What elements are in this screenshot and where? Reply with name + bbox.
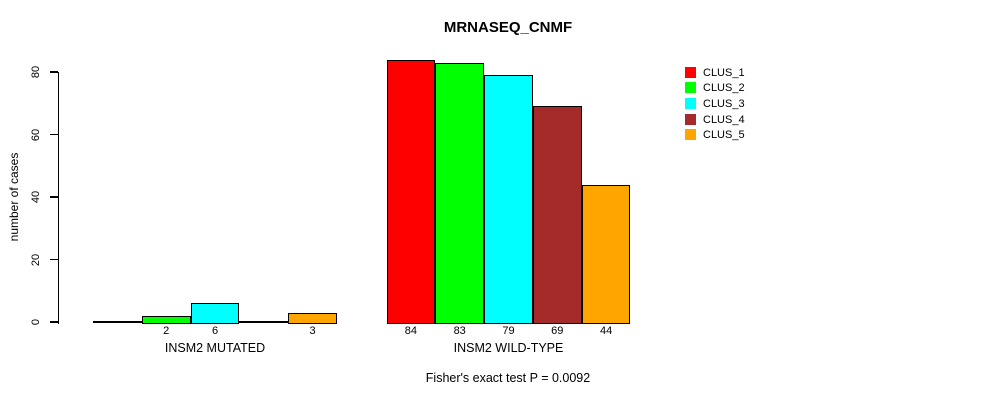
bar-value-label: 83 xyxy=(453,324,466,337)
legend-swatch-clus_2 xyxy=(685,82,696,94)
legend-label-clus_1: CLUS_1 xyxy=(703,66,745,79)
legend-label-clus_4: CLUS_4 xyxy=(703,113,745,126)
bar-value-label: 44 xyxy=(599,324,613,337)
y-axis-tick xyxy=(50,196,58,198)
bar-clus_1-group2 xyxy=(386,59,436,324)
fisher-test-annotation: Fisher's exact test P = 0.0092 xyxy=(425,371,591,385)
bar-clus_3-group2 xyxy=(484,75,533,324)
legend-label-clus_2: CLUS_2 xyxy=(703,82,745,95)
y-axis-tick-label: 20 xyxy=(30,253,42,266)
y-axis-title: number of cases xyxy=(7,152,21,242)
legend-label-clus_5: CLUS_5 xyxy=(703,129,745,142)
bar-clus_2-group2 xyxy=(435,62,485,324)
x-category-label: INSM2 MUTATED xyxy=(164,341,266,355)
bar-clus_3-group1 xyxy=(190,303,240,324)
bar-value-label: 2 xyxy=(163,324,170,337)
legend-label-clus_3: CLUS_3 xyxy=(703,97,745,110)
y-axis-tick-label: 60 xyxy=(30,128,42,141)
legend-swatch-clus_5 xyxy=(685,129,696,141)
bar-value-label: 6 xyxy=(211,324,219,337)
legend-swatch-clus_3 xyxy=(685,97,696,109)
bar-clus_4-group2 xyxy=(532,106,582,324)
bar-value-label: 3 xyxy=(309,324,316,337)
bar-value-label: 69 xyxy=(551,324,564,337)
y-axis-tick xyxy=(50,258,58,261)
y-axis-line xyxy=(57,71,59,324)
y-axis-tick xyxy=(50,71,58,73)
y-axis-tick xyxy=(50,321,58,323)
bar-value-label: 79 xyxy=(502,324,515,337)
chart-title: MRNASEQ_CNMF xyxy=(443,19,573,36)
bar-value-label: 84 xyxy=(404,324,418,337)
y-axis-tick-label: 0 xyxy=(30,318,42,326)
bar-zero-clus_1-group1 xyxy=(93,321,142,323)
legend-swatch-clus_4 xyxy=(685,113,696,125)
bar-zero-clus_4-group1 xyxy=(239,321,289,323)
bar-clus_2-group1 xyxy=(141,315,191,324)
bar-clus_5-group2 xyxy=(581,184,631,324)
y-axis-tick-label: 80 xyxy=(30,65,42,79)
x-category-label: INSM2 WILD-TYPE xyxy=(453,341,564,355)
legend-swatch-clus_1 xyxy=(685,66,696,78)
bar-clus_5-group1 xyxy=(288,312,337,324)
y-axis-tick-label: 40 xyxy=(30,190,42,204)
y-axis-tick xyxy=(50,133,58,136)
